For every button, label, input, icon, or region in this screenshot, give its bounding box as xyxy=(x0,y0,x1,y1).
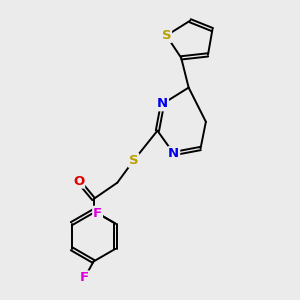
Text: F: F xyxy=(93,207,102,220)
Text: S: S xyxy=(161,29,171,42)
Text: O: O xyxy=(73,175,84,188)
Text: F: F xyxy=(80,271,89,284)
Text: N: N xyxy=(168,147,179,160)
Text: N: N xyxy=(157,98,168,110)
Text: S: S xyxy=(129,154,139,167)
